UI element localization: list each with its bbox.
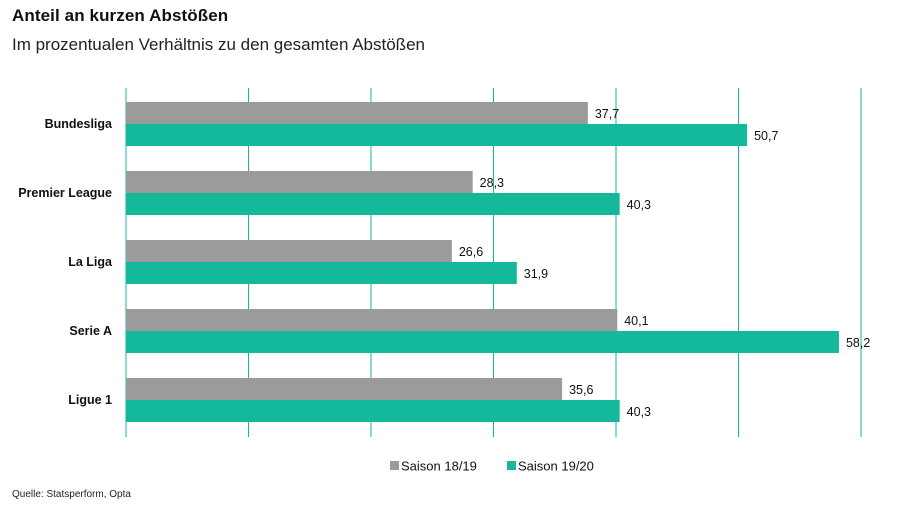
bar-bundesliga-series-1	[126, 102, 588, 124]
value-label-bundesliga-series-1: 37,7	[595, 107, 619, 121]
legend-swatch-series-2	[507, 461, 516, 470]
labels: Bundesliga 37,7 50,7 Premier League 28,3 40,3…	[18, 107, 870, 419]
value-label-premier-league-series-2: 40,3	[627, 198, 651, 212]
bar-serie-a-series-2	[126, 331, 839, 353]
bar-ligue-1-series-1	[126, 378, 563, 400]
value-label-la-liga-series-2: 31,9	[524, 267, 548, 281]
value-label-la-liga-series-1: 26,6	[459, 245, 483, 259]
legend-label-series-1: Saison 18/19	[401, 459, 477, 474]
bar-serie-a-series-1	[126, 309, 618, 331]
value-label-premier-league-series-1: 28,3	[480, 176, 504, 190]
value-label-ligue-1-series-2: 40,3	[627, 405, 651, 419]
value-label-bundesliga-series-2: 50,7	[754, 129, 778, 143]
value-label-ligue-1-series-1: 35,6	[569, 383, 593, 397]
category-label-la-liga: La Liga	[68, 255, 113, 269]
legend-swatch-series-1	[390, 461, 399, 470]
category-label-premier-league: Premier League	[18, 186, 112, 200]
source-note: Quelle: Statsperform, Opta	[12, 489, 131, 500]
bar-premier-league-series-1	[126, 171, 473, 193]
bar-la-liga-series-1	[126, 240, 452, 262]
bar-bundesliga-series-2	[126, 124, 748, 146]
value-label-serie-a-series-1: 40,1	[624, 314, 648, 328]
category-label-bundesliga: Bundesliga	[45, 117, 113, 131]
value-label-serie-a-series-2: 58,2	[846, 336, 870, 350]
legend-label-series-2: Saison 19/20	[518, 459, 594, 474]
category-label-ligue-1: Ligue 1	[68, 393, 112, 407]
bar-la-liga-series-2	[126, 262, 517, 284]
bar-premier-league-series-2	[126, 193, 620, 215]
legend: Saison 18/19 Saison 19/20	[390, 459, 594, 474]
category-label-serie-a: Serie A	[69, 324, 112, 338]
bar-ligue-1-series-2	[126, 400, 620, 422]
bars	[126, 102, 839, 422]
chart-subtitle: Im prozentualen Verhältnis zu den gesamt…	[12, 35, 425, 54]
chart-title: Anteil an kurzen Abstößen	[12, 6, 229, 25]
